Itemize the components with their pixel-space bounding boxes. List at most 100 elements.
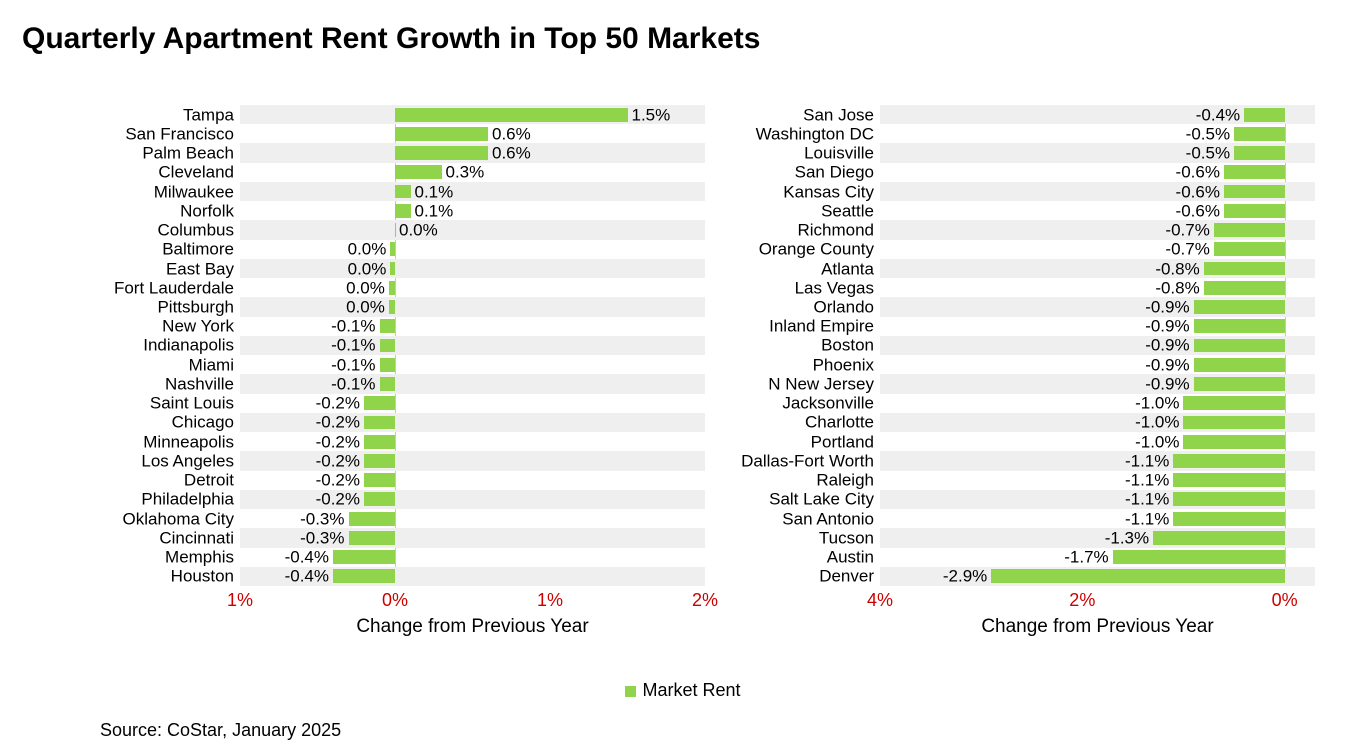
chart-row: Memphis-0.4% <box>240 550 705 564</box>
value-label: -0.8% <box>1155 260 1199 277</box>
market-label: Richmond <box>797 222 880 239</box>
bar <box>364 473 395 487</box>
value-label: -0.2% <box>316 433 360 450</box>
chart-row: San Jose-0.4% <box>880 108 1315 122</box>
market-label: Baltimore <box>162 241 240 258</box>
chart-row: East Bay0.0% <box>240 262 705 276</box>
market-label: San Diego <box>795 164 880 181</box>
bar <box>395 204 411 218</box>
chart-row: Palm Beach0.6% <box>240 146 705 160</box>
bar <box>349 531 396 545</box>
chart-row: Fort Lauderdale0.0% <box>240 281 705 295</box>
market-label: Charlotte <box>805 414 880 431</box>
market-label: Minneapolis <box>143 433 240 450</box>
chart-row: San Diego-0.6% <box>880 165 1315 179</box>
bar <box>364 435 395 449</box>
value-label: -0.8% <box>1155 279 1199 296</box>
value-label: -0.2% <box>316 414 360 431</box>
chart-row: Milwaukee0.1% <box>240 185 705 199</box>
chart-row: Orange County-0.7% <box>880 242 1315 256</box>
chart-row: Portland-1.0% <box>880 435 1315 449</box>
bar <box>395 108 628 122</box>
bar <box>1173 512 1284 526</box>
market-label: San Jose <box>803 106 880 123</box>
bar <box>1173 492 1284 506</box>
bar <box>364 492 395 506</box>
bar <box>390 242 395 256</box>
chart-row: Minneapolis-0.2% <box>240 435 705 449</box>
value-label: 0.6% <box>492 125 531 142</box>
market-label: San Antonio <box>782 510 880 527</box>
market-label: Boston <box>821 337 880 354</box>
bar <box>364 454 395 468</box>
value-label: -0.2% <box>316 472 360 489</box>
bar <box>1173 473 1284 487</box>
value-label: -0.3% <box>300 529 344 546</box>
bar <box>364 396 395 410</box>
value-label: -1.3% <box>1105 529 1149 546</box>
chart-row: Seattle-0.6% <box>880 204 1315 218</box>
market-label: Dallas-Fort Worth <box>741 452 880 469</box>
market-label: Miami <box>189 356 240 373</box>
market-label: Palm Beach <box>142 145 240 162</box>
value-label: -1.1% <box>1125 472 1169 489</box>
value-label: 0.1% <box>415 183 454 200</box>
bar <box>380 377 396 391</box>
bar <box>1224 204 1285 218</box>
value-label: -0.6% <box>1176 183 1220 200</box>
chart-row: Salt Lake City-1.1% <box>880 492 1315 506</box>
chart-row: Indianapolis-0.1% <box>240 339 705 353</box>
left-panel: Tampa1.5%San Francisco 0.6% Palm Beach0.6%… <box>80 105 705 610</box>
value-label: -2.9% <box>943 568 987 585</box>
left-plot: Tampa1.5%San Francisco0.6%Palm Beach0.6%… <box>240 105 705 586</box>
market-label: Detroit <box>184 472 240 489</box>
market-label: Milwaukee <box>154 183 240 200</box>
value-label: -0.2% <box>316 452 360 469</box>
chart-row: Miami-0.1% <box>240 358 705 372</box>
bar <box>1224 185 1285 199</box>
chart-row: Denver-2.9% <box>880 569 1315 583</box>
chart-row: Cincinnati-0.3% <box>240 531 705 545</box>
chart-row: Baltimore0.0% <box>240 242 705 256</box>
market-label: Nashville <box>165 375 240 392</box>
market-label: Kansas City <box>783 183 880 200</box>
value-label: 0.0% <box>346 279 385 296</box>
value-label: 0.0% <box>346 299 385 316</box>
chart-row: Tucson-1.3% <box>880 531 1315 545</box>
market-label: Cleveland <box>158 164 240 181</box>
market-label: Orlando <box>814 299 880 316</box>
bar <box>333 550 395 564</box>
bar <box>1173 454 1284 468</box>
market-label: Salt Lake City <box>769 491 880 508</box>
value-label: -0.9% <box>1145 375 1189 392</box>
chart-row: Louisville-0.5% <box>880 146 1315 160</box>
x-axis-title: Change from Previous Year <box>240 586 705 638</box>
market-label: Raleigh <box>816 472 880 489</box>
value-label: -0.9% <box>1145 299 1189 316</box>
bar <box>380 339 396 353</box>
chart-row: Tampa1.5% <box>240 108 705 122</box>
chart-row: Cleveland0.3% <box>240 165 705 179</box>
bar <box>389 300 395 314</box>
market-label: Las Vegas <box>795 279 880 296</box>
chart-row: New York-0.1% <box>240 319 705 333</box>
chart-row: Inland Empire-0.9% <box>880 319 1315 333</box>
market-label: Houston <box>171 568 240 585</box>
bar <box>1204 262 1285 276</box>
value-label: -0.9% <box>1145 337 1189 354</box>
value-label: -1.0% <box>1135 414 1179 431</box>
value-label: -0.1% <box>331 337 375 354</box>
chart-row: Columbus0.0% <box>240 223 705 237</box>
bar <box>333 569 395 583</box>
value-label: -0.3% <box>300 510 344 527</box>
chart-row: Norfolk0.1% <box>240 204 705 218</box>
market-label: Austin <box>827 549 880 566</box>
bar <box>380 319 396 333</box>
value-label: -1.1% <box>1125 452 1169 469</box>
chart-row: Chicago-0.2% <box>240 416 705 430</box>
market-label: Washington DC <box>756 125 880 142</box>
market-label: Denver <box>819 568 880 585</box>
market-label: San Francisco <box>125 125 240 142</box>
value-label: -1.1% <box>1125 510 1169 527</box>
value-label: -1.0% <box>1135 395 1179 412</box>
